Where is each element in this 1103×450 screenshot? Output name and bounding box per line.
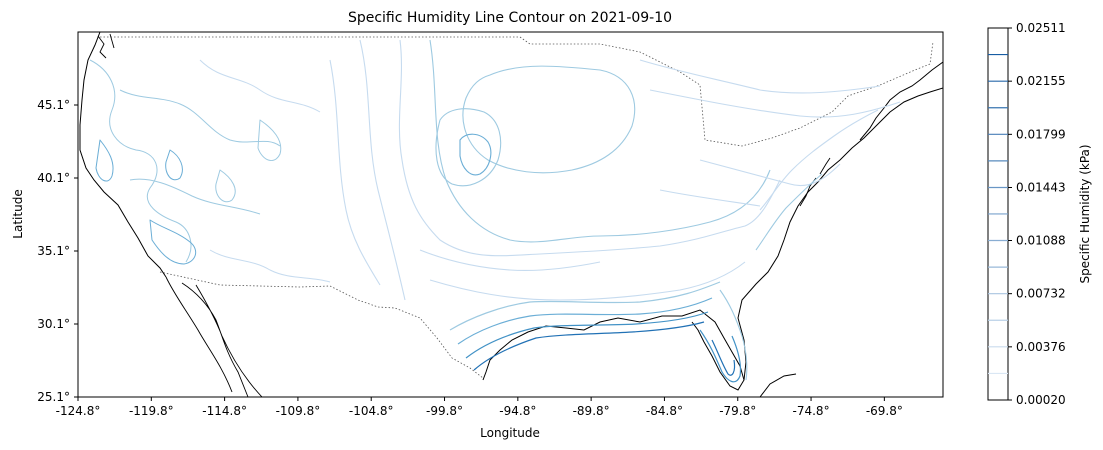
colorbar-tick-label: 0.02155: [1016, 74, 1066, 88]
contour-line: [759, 109, 879, 211]
x-axis: -124.8° -119.8° -114.8° -109.8° -104.8° -99.8…: [56, 397, 903, 418]
x-tick-label: -104.8°: [349, 404, 394, 418]
contour-line: [711, 339, 736, 376]
contour-line: [473, 321, 705, 371]
colorbar-tick-label: 0.01088: [1016, 234, 1066, 248]
west-coastline: [79, 32, 167, 278]
colorbar-tick-label: 0.01443: [1016, 180, 1066, 194]
y-tick-label: 45.1°: [37, 98, 70, 112]
contour-line: [149, 219, 197, 265]
y-tick-label: 40.1°: [37, 171, 70, 185]
y-tick-label: 35.1°: [37, 244, 70, 258]
contour-line: [449, 281, 721, 331]
x-tick-label: -124.8°: [56, 404, 101, 418]
x-tick-label: -69.8°: [866, 404, 903, 418]
contour-line: [639, 59, 901, 118]
x-tick-label: -74.8°: [793, 404, 830, 418]
new-england-coast: [859, 61, 943, 141]
contour-line: [429, 39, 771, 243]
contour-line: [95, 139, 183, 182]
x-tick-label: -109.8°: [276, 404, 321, 418]
contour-line: [755, 173, 823, 251]
contour-line: [89, 59, 192, 263]
contour-line: [457, 297, 713, 345]
contour-line: [435, 108, 502, 187]
x-axis-title: Longitude: [480, 426, 540, 440]
baja-peninsula: [165, 276, 233, 393]
contour-line: [659, 159, 841, 207]
humidity-contours: [89, 39, 901, 383]
mexico-coastline: [181, 282, 263, 397]
map-layer: [79, 32, 943, 397]
gulf-coastline: [482, 309, 745, 391]
y-axis-title: Latitude: [11, 189, 25, 238]
colorbar-tick-label: 0.00732: [1016, 287, 1066, 301]
contour-line: [699, 329, 742, 383]
colorbar-levels: [988, 53, 1008, 375]
plot-frame: [77, 31, 944, 398]
x-tick-label: -89.8°: [573, 404, 610, 418]
colorbar-tick-label: 0.02511: [1016, 21, 1066, 35]
x-tick-label: -84.8°: [646, 404, 683, 418]
x-tick-label: -114.8°: [202, 404, 247, 418]
colorbar-tick-label: 0.00376: [1016, 340, 1066, 354]
y-tick-label: 25.1°: [37, 390, 70, 404]
x-tick-label: -79.8°: [719, 404, 756, 418]
colorbar: 0.00020 0.00376 0.00732 0.01088 0.01443 0.017…: [987, 21, 1092, 407]
contour-line: [119, 89, 281, 215]
plot-area: [78, 32, 943, 397]
contour-line: [419, 249, 746, 301]
puget-sound: [97, 33, 115, 59]
x-tick-label: -119.8°: [129, 404, 174, 418]
colorbar-label: Specific Humidity (kPa): [1078, 144, 1092, 283]
y-axis: 25.1° 30.1° 35.1° 40.1° 45.1°: [37, 98, 78, 404]
contour-line: [199, 59, 331, 283]
x-tick-label: -99.8°: [426, 404, 463, 418]
colorbar-tick-label: 0.00020: [1016, 393, 1066, 407]
contour-line: [329, 39, 406, 301]
cuba-coast: [759, 373, 797, 397]
contour-line: [462, 65, 636, 174]
x-tick-label: -94.8°: [499, 404, 536, 418]
colorbar-tick-label: 0.01799: [1016, 127, 1066, 141]
us-canada-border: [100, 36, 934, 147]
y-tick-label: 30.1°: [37, 317, 70, 331]
colorbar-ticks: 0.00020 0.00376 0.00732 0.01088 0.01443 0.017…: [1008, 21, 1066, 407]
contour-line: [719, 289, 748, 381]
contour-line: [398, 39, 781, 257]
contour-line: [215, 119, 282, 203]
chart-title: Specific Humidity Line Contour on 2021-0…: [348, 10, 672, 26]
contour-line: [459, 133, 492, 176]
us-mexico-border: [159, 271, 484, 379]
contour-line: [465, 311, 709, 359]
